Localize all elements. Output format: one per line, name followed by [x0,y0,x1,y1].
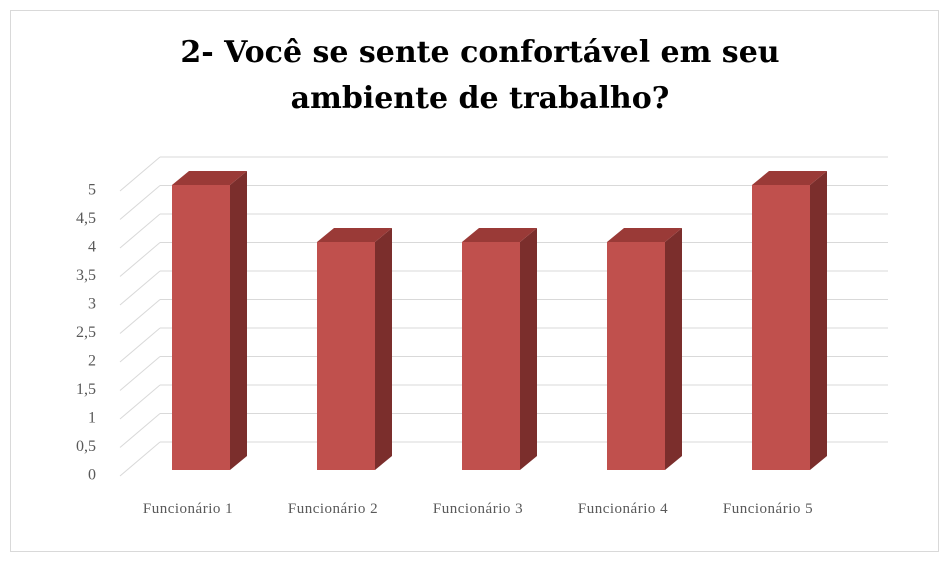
bar [462,242,520,470]
bar-side [520,228,537,470]
bar-side [375,228,392,470]
grid-line-depth [119,213,161,249]
grid-line-depth [119,156,161,192]
y-tick-label: 0 [88,467,96,484]
bar [317,242,375,470]
x-tick-label: Funcionário 3 [432,501,524,517]
y-tick-label: 3 [88,296,96,313]
grid-line-depth [119,299,161,334]
x-tick-label: Funcionário 5 [722,501,814,517]
chart-title: 2- Você se sente confortável em seu ambi… [180,35,780,116]
y-tick-label: 5 [88,182,96,199]
grid-line-depth [119,270,161,306]
y-tick-label: 3,5 [76,267,96,284]
bar-side [665,228,682,470]
grid-line-depth [119,242,161,277]
grid-line-depth [119,413,161,448]
bar-top [607,228,682,242]
x-tick-label: Funcionário 1 [142,501,234,517]
bar [607,242,665,470]
bar-top [462,228,537,242]
grid-line-depth [119,185,161,220]
bar [172,185,230,470]
bar-top [752,171,827,185]
y-tick-label: 1 [88,410,96,427]
grid-line-depth [119,356,161,391]
bar-side [810,171,827,470]
grid-line-depth [119,327,161,363]
y-tick-label: 4,5 [76,210,96,227]
y-tick-label: 0,5 [76,438,96,455]
bar-top [317,228,392,242]
y-tick-label: 2 [88,353,96,370]
bar-top [172,171,247,185]
y-tick-label: 4 [88,239,96,256]
x-tick-label: Funcionário 2 [287,501,379,517]
bar [752,185,810,470]
y-tick-label: 2,5 [76,324,96,341]
chart-border [10,10,939,552]
y-tick-label: 1,5 [76,381,96,398]
x-tick-label: Funcionário 4 [577,501,669,517]
grid-line-depth [119,441,161,477]
bar-side [230,171,247,470]
grid-line-depth [119,384,161,420]
